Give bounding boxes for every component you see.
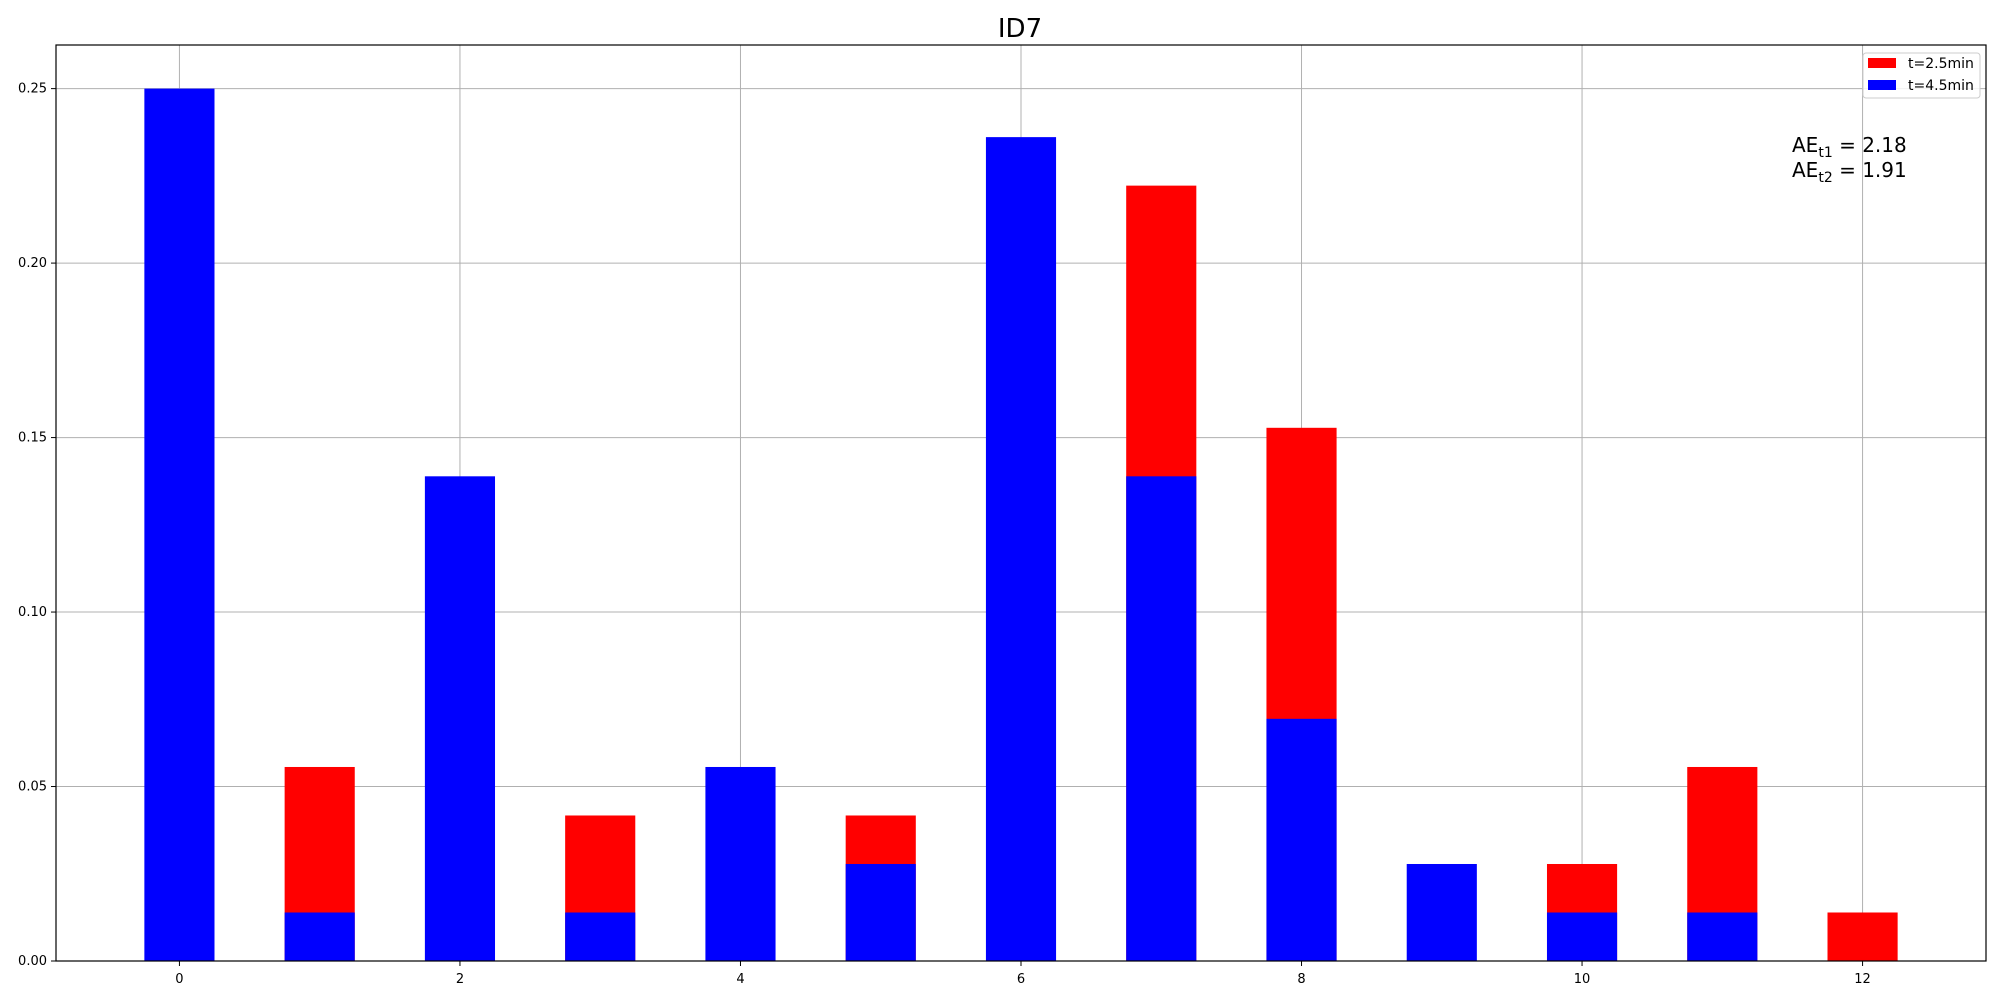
ae-t2-sub: t2 <box>1818 170 1832 186</box>
axis-ticks: 0 2 4 6 8 10 12 0.00 0.05 0.10 0.15 0.20 0.25 <box>18 82 1871 987</box>
x-tick-label: 12 <box>1854 972 1871 987</box>
y-tick-label: 0.10 <box>18 605 47 620</box>
y-tick-label: 0.15 <box>18 431 47 446</box>
bar-t45-5 <box>845 863 916 961</box>
ae-t2-annotation: AEt2 = 1.91 <box>1792 158 1907 186</box>
legend-swatch-t25 <box>1868 58 1896 68</box>
y-tick-label: 0.05 <box>18 780 47 795</box>
bar-t25-12 <box>1827 912 1898 961</box>
ae-t1-annotation: AEt1 = 2.18 <box>1792 133 1907 161</box>
x-tick-label: 6 <box>1017 972 1025 987</box>
ae-annotation: AEt1 = 2.18 AEt2 = 1.91 <box>1792 133 1907 186</box>
chart-title: ID7 <box>998 14 1042 44</box>
bar-t45-1 <box>284 912 355 961</box>
legend-label-t25: t=2.5min <box>1908 56 1974 72</box>
ae-t1-sub: t1 <box>1818 145 1832 161</box>
legend-label-t45: t=4.5min <box>1908 78 1974 94</box>
legend: t=2.5min t=4.5min <box>1862 52 1981 99</box>
bar-t45-0 <box>144 88 215 962</box>
bar-t45-7 <box>1126 476 1197 961</box>
x-tick-label: 2 <box>456 972 464 987</box>
x-tick-label: 10 <box>1574 972 1591 987</box>
y-tick-label: 0.20 <box>18 256 47 271</box>
ae-t2-base: AE <box>1792 158 1818 182</box>
bar-t45-10 <box>1546 912 1618 961</box>
ae-t1-base: AE <box>1792 133 1818 157</box>
bar-t45-2 <box>424 476 496 961</box>
x-tick-label: 4 <box>736 972 744 987</box>
legend-swatch-t45 <box>1868 80 1896 90</box>
x-tick-label: 8 <box>1297 972 1305 987</box>
bar-t45-9 <box>1406 863 1477 961</box>
bars <box>144 88 1898 962</box>
x-tick-label: 0 <box>175 972 183 987</box>
bar-t45-4 <box>705 766 776 961</box>
bar-t45-3 <box>565 912 636 961</box>
y-tick-label: 0.00 <box>18 954 47 969</box>
bar-t45-11 <box>1687 912 1758 961</box>
y-tick-label: 0.25 <box>18 82 47 97</box>
bar-t45-8 <box>1266 718 1337 961</box>
ae-t2-value: = 1.91 <box>1833 158 1907 182</box>
ae-t1-value: = 2.18 <box>1833 133 1907 157</box>
bar-t45-6 <box>985 137 1057 962</box>
